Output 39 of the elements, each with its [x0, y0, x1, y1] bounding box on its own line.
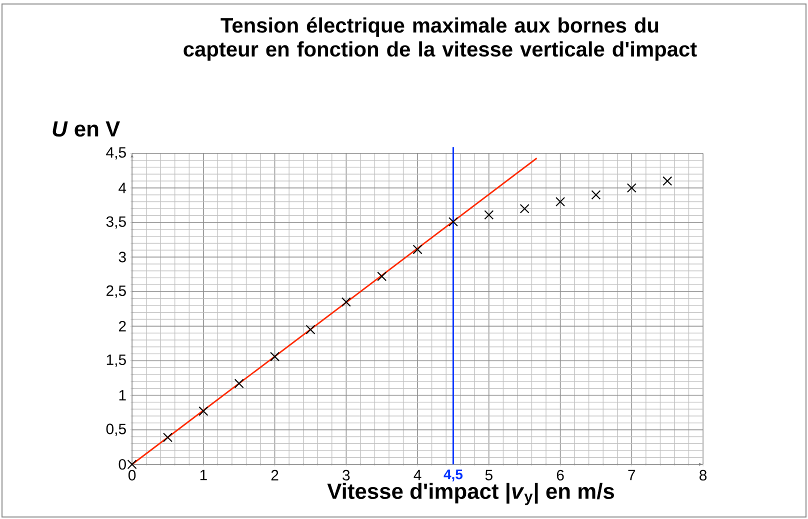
- x-tick-label: 5: [485, 470, 492, 480]
- x-tick-label: 3: [342, 470, 350, 480]
- ref-line-label: 4,5: [444, 470, 463, 482]
- y-tick-label: 0,5: [106, 424, 126, 436]
- point: [626, 183, 636, 193]
- x-axis-title: Vitesse d'impact |v$_{y}$| en m/s: [327, 482, 614, 506]
- point: [341, 297, 351, 307]
- y-axis-title: U en V: [52, 121, 120, 137]
- y-tick-label: 1,5: [106, 354, 126, 367]
- point: [127, 460, 137, 470]
- y-tick-label: 3,5: [106, 216, 126, 229]
- point: [198, 406, 208, 416]
- point: [162, 432, 173, 442]
- x-tick-label: 6: [556, 470, 564, 480]
- point: [234, 378, 244, 388]
- point: [412, 244, 422, 254]
- point: [556, 196, 566, 207]
- y-tick-label: 1: [119, 390, 126, 400]
- x-tick-label: 0: [128, 470, 136, 480]
- point: [662, 176, 672, 186]
- y-tick-label: 0: [118, 459, 126, 470]
- point: [520, 204, 530, 214]
- point: [484, 210, 494, 220]
- point: [306, 324, 316, 334]
- x-tick-label: 1: [200, 470, 207, 480]
- chart-title: Tension électrique maximale aux bornes du capteur en fonction de la vitesse verticale d'impact: [184, 17, 697, 61]
- x-tick-label: 4: [414, 470, 422, 480]
- point: [377, 272, 387, 282]
- point: [448, 217, 458, 227]
- y-tick-label: 4: [118, 182, 126, 194]
- x-tick-label: 7: [628, 470, 636, 480]
- y-tick-label: 3: [118, 252, 126, 262]
- point: [591, 190, 601, 200]
- x-tick-label: 8: [700, 470, 707, 480]
- y-tick-label: 2,5: [106, 285, 126, 298]
- y-tick-label: 4,5: [106, 147, 126, 160]
- y-tick-label: 2: [118, 320, 126, 332]
- x-tick-label: 2: [271, 470, 278, 480]
- point: [270, 352, 280, 362]
